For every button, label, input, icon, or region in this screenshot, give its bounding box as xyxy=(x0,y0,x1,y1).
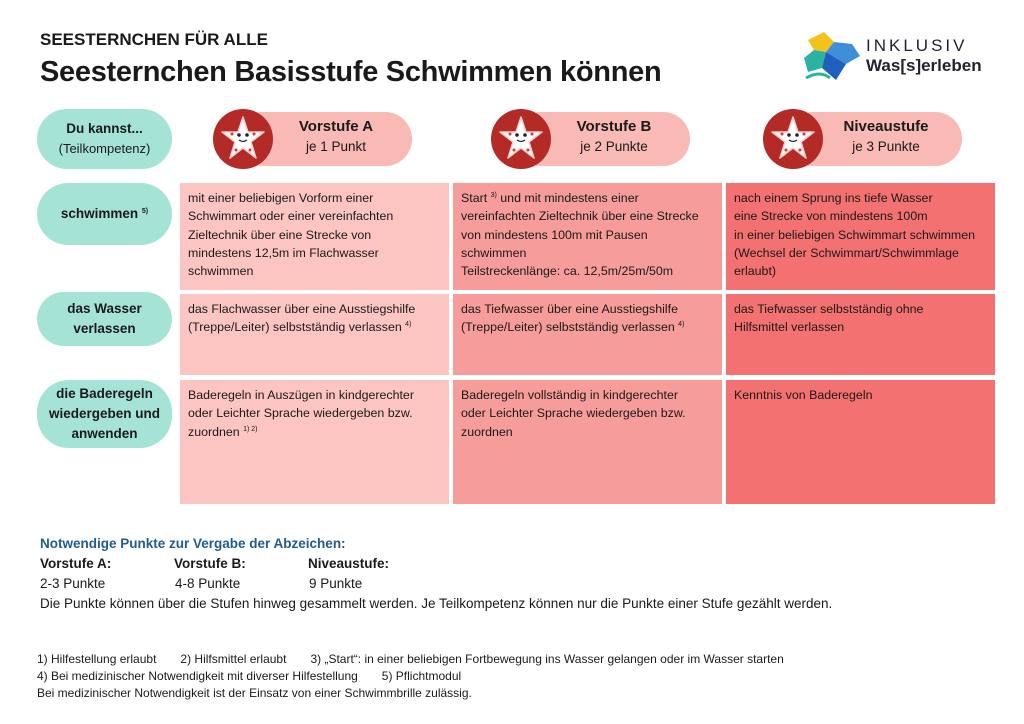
cell: mit einer beliebigen Vorform einer Schwi… xyxy=(180,183,449,290)
text: Baderegeln vollständig in kindgerechter … xyxy=(461,388,686,439)
text: das Tiefwasser selbstständig ohne Hilfsm… xyxy=(734,302,924,335)
text: das Tiefwasser über eine Ausstiegshilfe … xyxy=(461,302,678,335)
text: mit einer beliebigen Vorform einer Schwi… xyxy=(188,191,394,279)
level-text: Vorstufe A je 1 Punkt xyxy=(266,118,406,154)
cell: Baderegeln vollständig in kindgerechter … xyxy=(453,380,722,504)
points-value: 9 Punkte xyxy=(309,576,363,591)
text: Start xyxy=(461,191,491,205)
points-level: Vorstufe B: xyxy=(174,556,246,571)
points-level: Niveaustufe: xyxy=(308,556,390,571)
row-label: schwimmen 5) xyxy=(37,183,172,245)
row-label-text: das Wasser verlassen xyxy=(67,299,142,339)
footnote-ref: 4) xyxy=(678,321,685,329)
cell: das Flachwasser über eine Ausstiegshilfe… xyxy=(180,294,449,375)
logo-icon xyxy=(804,32,860,80)
footnote-ref: 1) 2) xyxy=(243,425,258,433)
cell: Baderegeln in Auszügen in kindgerechter … xyxy=(180,380,449,504)
corner-subtitle: (Teilkompetenz) xyxy=(58,141,151,156)
level-points: je 1 Punkt xyxy=(305,139,367,154)
starfish-icon xyxy=(763,109,823,169)
cell: das Tiefwasser selbstständig ohne Hilfsm… xyxy=(726,294,995,375)
level-text: Vorstufe B je 2 Punkte xyxy=(544,118,684,154)
cell: Start 3) und mit mindestens einer verein… xyxy=(453,183,722,290)
row-label-text: die Baderegeln wiedergeben und anwenden xyxy=(49,384,160,444)
points-level: Vorstufe A: xyxy=(40,556,112,571)
row-label: das Wasser verlassen xyxy=(37,292,172,346)
level-name: Vorstufe B xyxy=(576,118,652,135)
cell: das Tiefwasser über eine Ausstiegshilfe … xyxy=(453,294,722,375)
footnote-line: Bei medizinischer Notwendigkeit ist der … xyxy=(37,686,496,700)
points-heading: Notwendige Punkte zur Vergabe der Abzeic… xyxy=(40,536,346,551)
footnote-ref: 3) xyxy=(490,192,497,199)
level-text: Niveaustufe je 3 Punkte xyxy=(816,118,956,154)
text: nach einem Sprung ins tiefe Wasser eine … xyxy=(734,191,976,279)
footnote-line: 1) Hilfestellung erlaubt 2) Hilfsmittel e… xyxy=(37,652,808,666)
footnote: 4) Bei medizinischer Notwendigkeit mit d… xyxy=(37,669,358,683)
text: Kenntnis von Baderegeln xyxy=(734,388,873,402)
logo-text: INKLUSIV xyxy=(866,36,968,55)
text: schwimmen xyxy=(60,206,142,221)
footnote-ref: 4) xyxy=(405,321,412,329)
footnote: 5) Pflichtmodul xyxy=(381,669,462,683)
footnote: 1) Hilfestellung erlaubt xyxy=(37,652,157,666)
title: Seesternchen Basisstufe Schwimmen können xyxy=(40,56,662,88)
row-label-text: schwimmen 5) xyxy=(61,204,148,224)
text: das Flachwasser über eine Ausstiegshilfe… xyxy=(188,302,416,335)
points-value: 4-8 Punkte xyxy=(175,576,241,591)
corner-title: Du kannst... xyxy=(66,121,143,136)
footnote-line: 4) Bei medizinischer Notwendigkeit mit d… xyxy=(37,669,485,683)
kicker: SEESTERNCHEN FÜR ALLE xyxy=(40,30,268,49)
corner-pill: Du kannst... (Teilkompetenz) xyxy=(37,109,172,169)
points-value: 2-3 Punkte xyxy=(40,576,106,591)
level-points: je 3 Punkte xyxy=(852,139,920,154)
cell: Kenntnis von Baderegeln xyxy=(726,380,995,504)
text: und mit mindestens einer vereinfachten Z… xyxy=(461,191,699,279)
cell: nach einem Sprung ins tiefe Wasser eine … xyxy=(726,183,995,290)
text: Baderegeln in Auszügen in kindgerechter … xyxy=(188,388,414,439)
row-label: die Baderegeln wiedergeben und anwenden xyxy=(37,380,172,448)
footnote-ref: 5) xyxy=(141,208,149,215)
footnote: Bei medizinischer Notwendigkeit ist der … xyxy=(37,686,472,700)
level-name: Vorstufe A xyxy=(298,118,374,135)
points-note: Die Punkte können über die Stufen hinweg… xyxy=(40,596,833,611)
logo-text: Was[s]erleben xyxy=(866,56,982,75)
starfish-icon xyxy=(491,109,551,169)
text: das Wasser verlassen xyxy=(67,301,142,336)
footnote: 3) „Start“: in einer beliebigen Fortbewe… xyxy=(310,652,784,666)
text: die Baderegeln wiedergeben und anwenden xyxy=(48,386,160,441)
starfish-icon xyxy=(213,109,273,169)
level-name: Niveaustufe xyxy=(843,118,929,135)
level-points: je 2 Punkte xyxy=(580,139,648,154)
footnote: 2) Hilfsmittel erlaubt xyxy=(180,652,287,666)
